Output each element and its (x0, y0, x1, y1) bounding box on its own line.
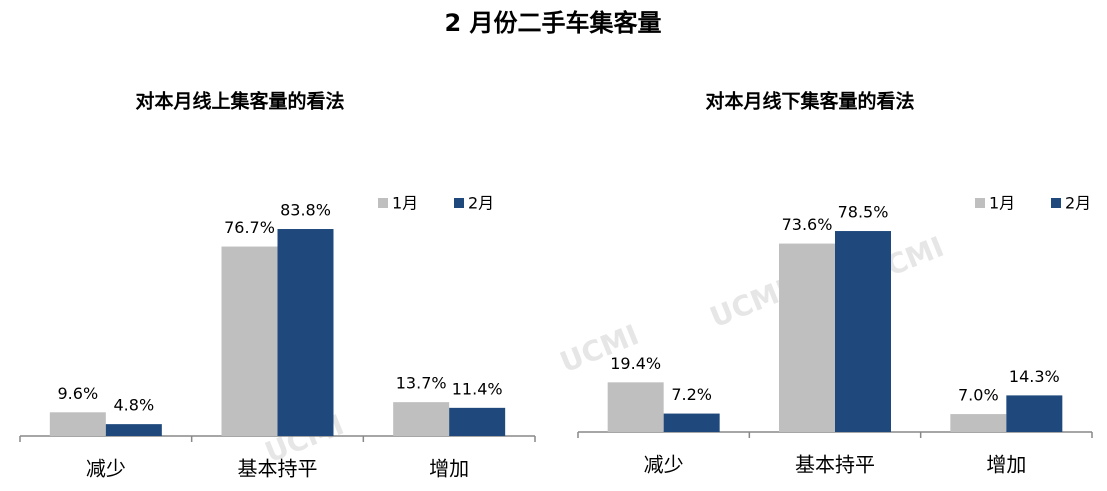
page-title: 2 月份二手车集客量 (444, 9, 661, 37)
data-label: 7.0% (958, 386, 999, 405)
data-label: 73.6% (782, 215, 833, 234)
legend-swatch (378, 198, 388, 208)
bar (449, 407, 506, 436)
x-tick-label: 增加 (429, 457, 469, 481)
bar (779, 243, 835, 432)
data-label: 13.7% (396, 374, 447, 393)
bar (1006, 395, 1063, 432)
bar (607, 382, 664, 432)
data-label: 14.3% (1009, 367, 1060, 386)
legend-swatch (454, 198, 464, 208)
data-label: 19.4% (610, 354, 661, 373)
x-tick-label: 减少 (644, 453, 684, 477)
data-label: 9.6% (58, 384, 99, 403)
bar (835, 231, 891, 432)
legend-swatch (1051, 198, 1061, 208)
x-tick-label: 基本持平 (238, 457, 318, 481)
bar (277, 229, 334, 436)
legend-label: 1月 (989, 194, 1015, 213)
bar (221, 246, 278, 436)
x-tick-label: 增加 (986, 453, 1026, 477)
data-label: 83.8% (280, 201, 331, 220)
data-label: 7.2% (671, 385, 712, 404)
x-tick-label: 减少 (86, 457, 126, 481)
data-label: 4.8% (114, 396, 155, 415)
data-label: 11.4% (452, 379, 503, 398)
data-label: 78.5% (838, 203, 889, 222)
legend-swatch (975, 198, 985, 208)
bar (393, 402, 450, 436)
bar (950, 414, 1007, 432)
bar (49, 412, 106, 436)
data-label: 76.7% (224, 218, 275, 237)
legend-label: 2月 (1065, 194, 1091, 213)
legend-label: 1月 (392, 194, 418, 213)
chart-title: 对本月线下集客量的看法 (705, 90, 914, 113)
bar (663, 413, 720, 432)
legend-label: 2月 (468, 194, 494, 213)
x-tick-label: 基本持平 (795, 453, 875, 477)
bar (105, 424, 162, 436)
chart-title: 对本月线上集客量的看法 (135, 90, 344, 113)
